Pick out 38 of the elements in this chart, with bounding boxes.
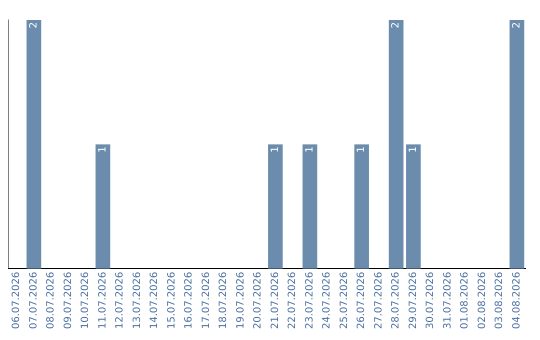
data-label: 1 (270, 146, 281, 153)
x-tick-label: 17.07.2026 (200, 272, 212, 330)
x-tick-label: 26.07.2026 (356, 272, 368, 330)
x-tick-label: 04.08.2026 (511, 272, 522, 330)
data-label: 1 (97, 146, 108, 153)
data-label: 2 (28, 22, 40, 28)
x-tick-label: 25.07.2026 (338, 272, 350, 330)
x-tick-label: 07.07.2026 (28, 272, 40, 330)
x-tick-label: 29.07.2026 (408, 272, 419, 330)
x-tick-label: 27.07.2026 (373, 272, 384, 330)
x-tick-label: 08.07.2026 (46, 272, 57, 330)
x-tick-label: 11.07.2026 (97, 272, 108, 330)
x-tick-label: 30.07.2026 (425, 272, 436, 330)
data-label: 2 (511, 22, 522, 28)
x-tick-label: 12.07.2026 (114, 272, 126, 330)
data-label: 1 (356, 146, 368, 153)
x-tick-label: 03.08.2026 (494, 272, 506, 330)
x-tick-label: 09.07.2026 (62, 272, 74, 330)
x-tick-label: 06.07.2026 (11, 272, 22, 330)
x-tick-label: 22.07.2026 (287, 272, 298, 330)
x-tick-label: 13.07.2026 (132, 272, 143, 330)
x-tick-label: 28.07.2026 (390, 272, 402, 330)
x-tick-label: 14.07.2026 (149, 272, 160, 330)
x-tick-label: 31.07.2026 (442, 272, 454, 330)
x-tick-label: 18.07.2026 (218, 272, 230, 330)
data-label: 2 (390, 22, 402, 28)
x-tick-label: 19.07.2026 (235, 272, 246, 330)
x-tick-label: 10.07.2026 (80, 272, 92, 330)
x-tick-label: 24.07.2026 (322, 272, 333, 330)
data-label: 1 (408, 146, 419, 153)
x-tick-label: 23.07.2026 (304, 272, 316, 330)
data-label: 1 (304, 146, 316, 153)
x-tick-label: 02.08.2026 (476, 272, 488, 330)
x-tick-label: 16.07.2026 (184, 272, 195, 330)
x-tick-label: 20.07.2026 (252, 272, 264, 330)
x-tick-label: 15.07.2026 (166, 272, 178, 330)
x-tick-label: 01.08.2026 (460, 272, 471, 330)
x-tick-label: 21.07.2026 (270, 272, 281, 330)
